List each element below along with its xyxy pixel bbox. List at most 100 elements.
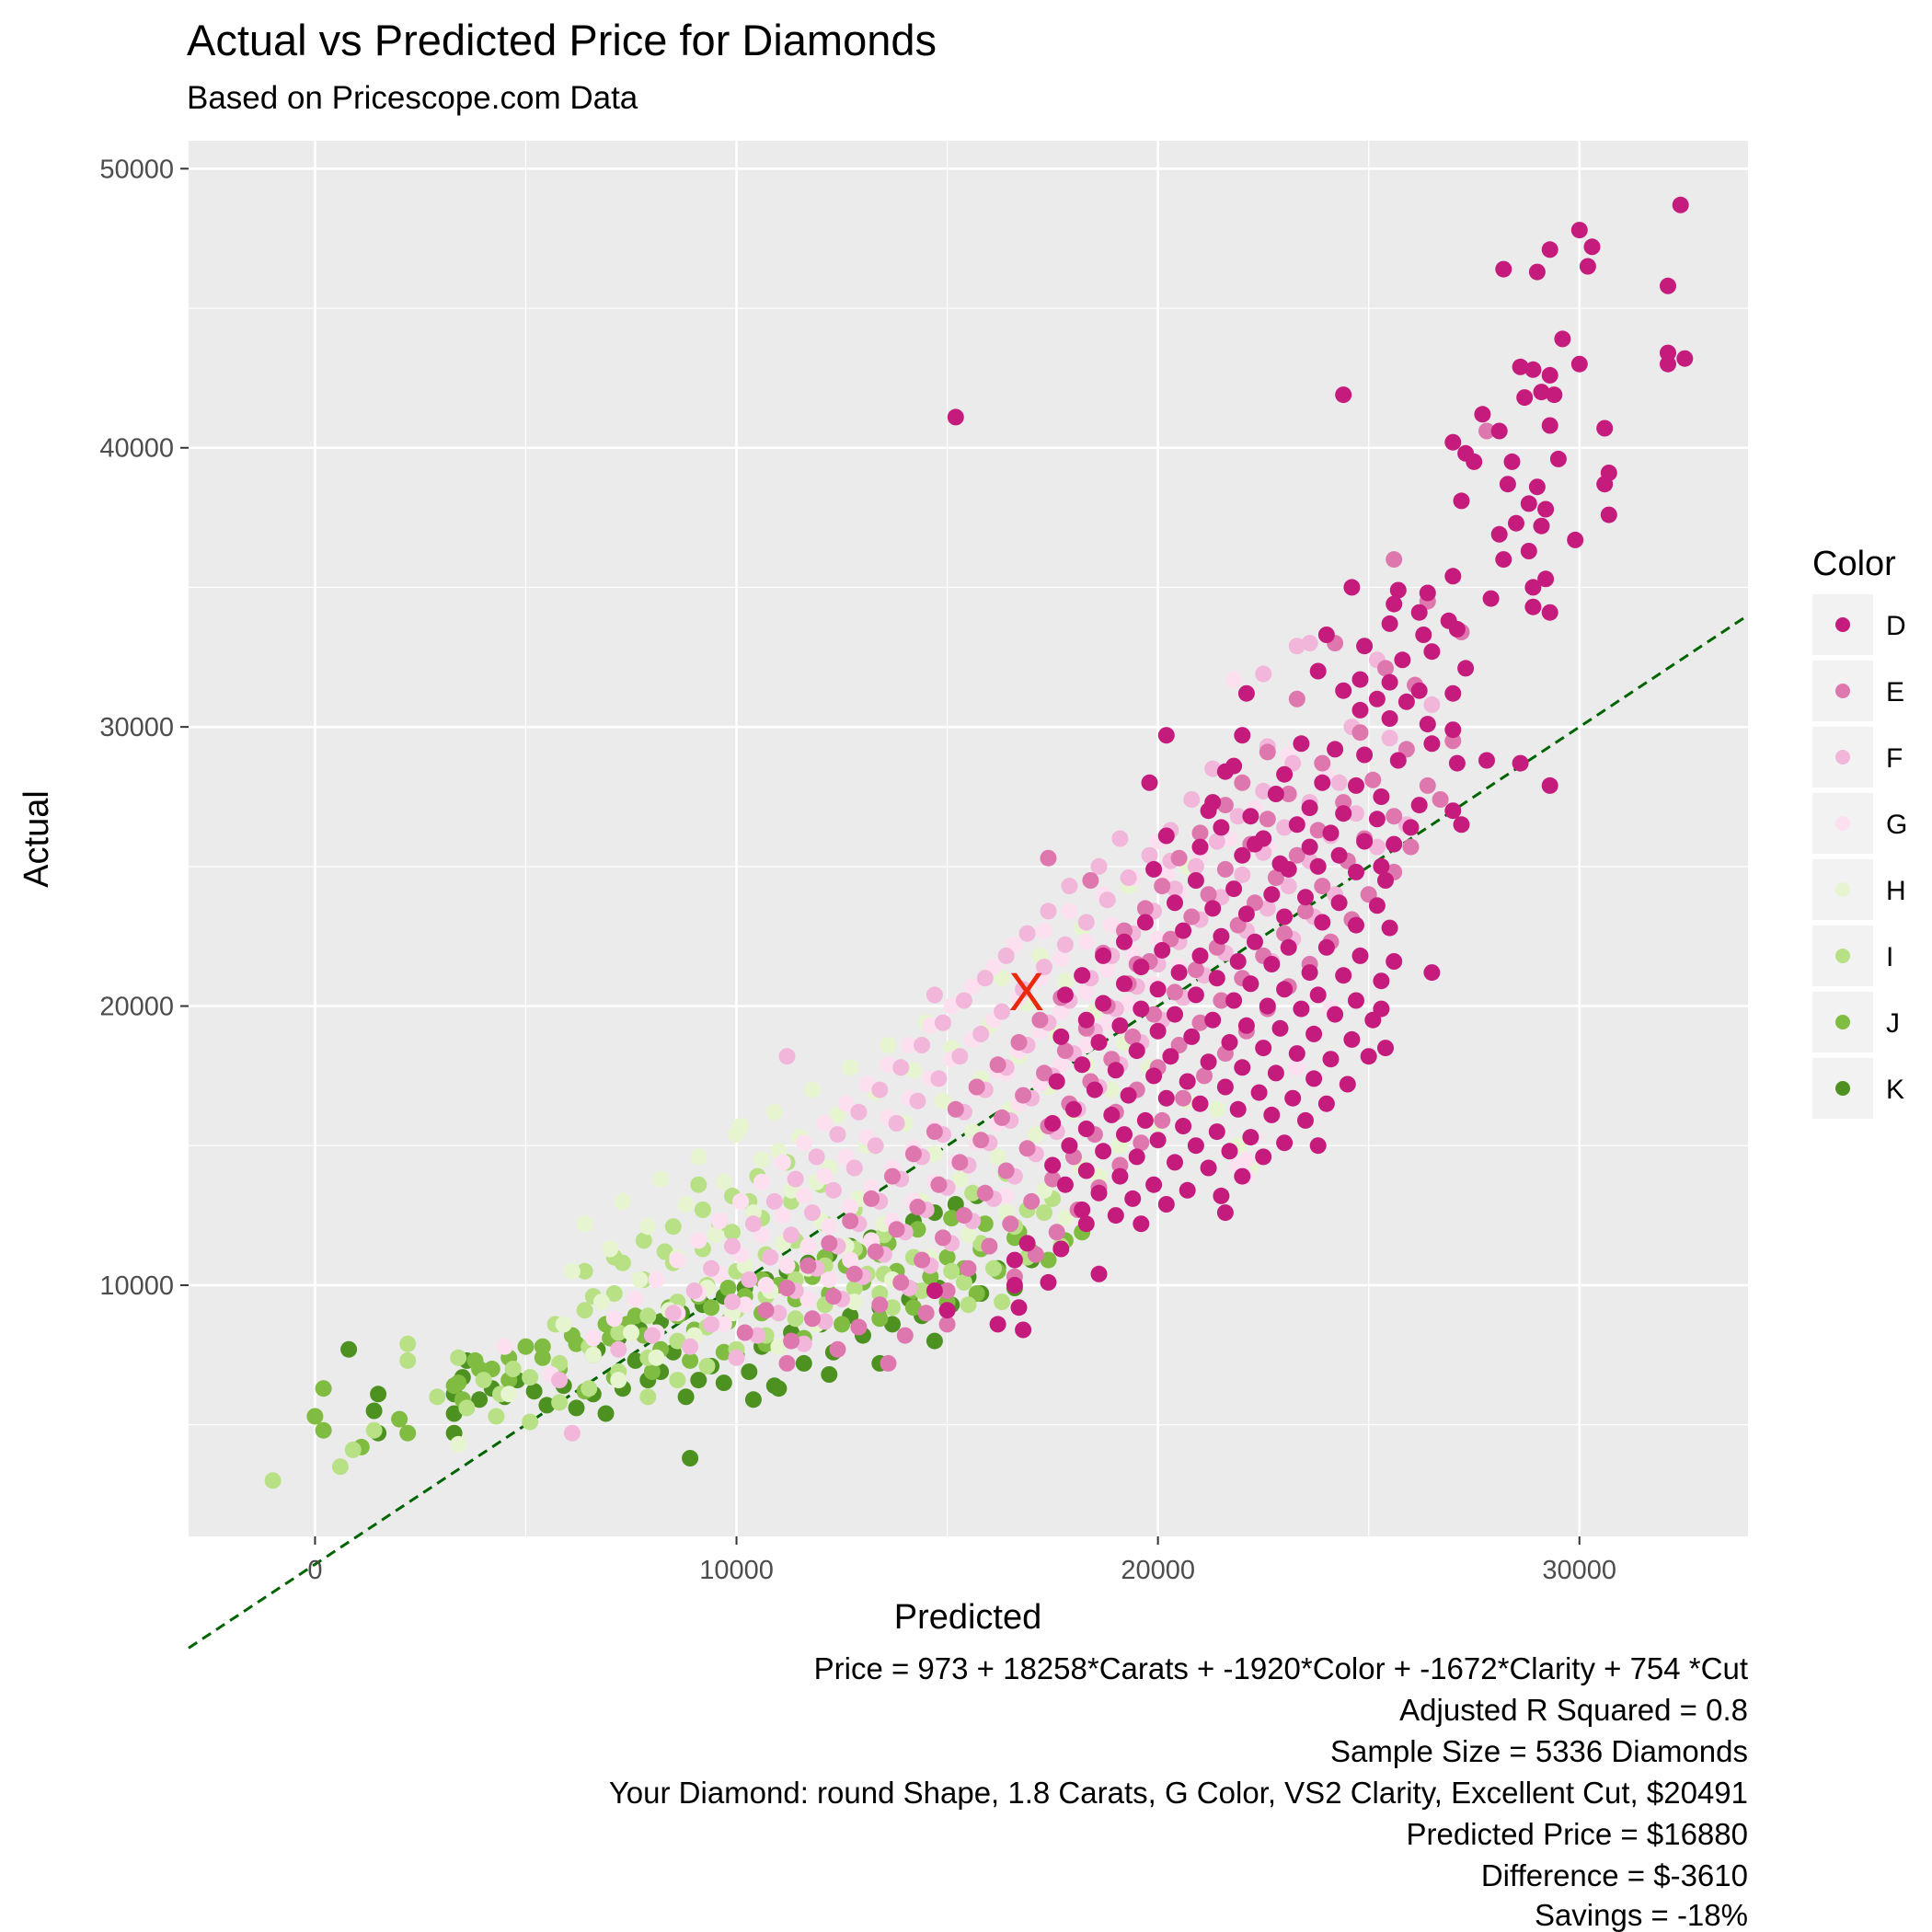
data-point-D xyxy=(1490,422,1508,440)
data-point-E xyxy=(1432,791,1449,808)
data-point-J xyxy=(643,1363,661,1380)
data-point-E xyxy=(968,1078,985,1096)
data-point-E xyxy=(1023,1192,1041,1210)
data-point-F xyxy=(914,1037,931,1053)
data-point-D xyxy=(1204,900,1222,917)
data-point-D xyxy=(1512,754,1529,772)
legend-swatch-H xyxy=(1835,882,1850,897)
data-point-G xyxy=(858,1075,876,1093)
data-point-I xyxy=(694,1202,711,1218)
y-axis-title: Actual xyxy=(17,790,56,888)
data-point-E xyxy=(1478,422,1495,440)
data-point-F xyxy=(783,1226,800,1244)
chart-title: Actual vs Predicted Price for Diamonds xyxy=(187,16,937,64)
data-point-D xyxy=(1284,1089,1302,1107)
data-point-G xyxy=(774,1154,791,1171)
data-point-F xyxy=(926,986,943,1004)
data-point-K xyxy=(677,1388,695,1406)
data-point-F xyxy=(867,1137,884,1155)
data-point-E xyxy=(1191,1014,1209,1031)
data-point-D xyxy=(1167,1006,1183,1023)
data-point-D xyxy=(1116,1126,1133,1144)
data-point-H xyxy=(1027,1126,1044,1144)
data-point-D xyxy=(1419,584,1436,602)
data-point-D xyxy=(1157,1196,1175,1213)
data-point-E xyxy=(981,1237,998,1255)
data-point-I xyxy=(399,1351,417,1369)
data-point-D xyxy=(1317,627,1335,643)
data-point-K xyxy=(770,1380,788,1397)
data-point-D xyxy=(1204,794,1222,811)
data-point-I xyxy=(581,1380,598,1397)
data-point-E xyxy=(1259,743,1276,761)
data-point-D xyxy=(1322,824,1340,842)
data-point-F xyxy=(1381,730,1398,747)
data-point-E xyxy=(892,1273,910,1291)
data-point-J xyxy=(715,1343,732,1361)
data-point-D xyxy=(1247,933,1263,950)
data-point-K xyxy=(568,1399,585,1417)
data-point-D xyxy=(1541,604,1558,621)
data-point-D xyxy=(1356,833,1374,850)
data-point-D xyxy=(1478,752,1495,769)
data-point-D xyxy=(1086,1081,1103,1098)
data-point-E xyxy=(917,1305,935,1322)
data-point-F xyxy=(1288,638,1305,655)
data-point-G xyxy=(1098,1014,1116,1031)
data-point-D xyxy=(1263,956,1281,972)
y-tick-label: 40000 xyxy=(99,434,174,464)
data-point-D xyxy=(1317,1095,1335,1112)
data-point-D xyxy=(926,1282,943,1299)
data-point-I xyxy=(365,1421,383,1439)
data-point-D xyxy=(1386,835,1403,853)
data-point-D xyxy=(1528,478,1546,496)
data-point-D xyxy=(1516,389,1534,407)
data-point-G xyxy=(837,1095,855,1112)
data-point-H xyxy=(880,1037,897,1053)
data-point-D xyxy=(1570,222,1588,239)
data-point-K xyxy=(795,1354,812,1372)
caption-formula: Price = 973 + 18258*Carats + -1920*Color… xyxy=(814,1651,1748,1685)
data-point-F xyxy=(1229,808,1247,825)
data-point-J xyxy=(909,1221,926,1238)
data-point-G xyxy=(774,1207,791,1225)
data-point-D xyxy=(1570,355,1588,373)
data-point-H xyxy=(631,1271,649,1288)
data-point-E xyxy=(1010,1034,1028,1051)
data-point-F xyxy=(808,1148,825,1166)
data-point-D xyxy=(1167,894,1183,912)
legend: Color D E F G H I J K xyxy=(1812,545,1907,1119)
data-point-J xyxy=(682,1351,699,1369)
data-point-D xyxy=(1187,872,1204,889)
x-axis-title: Predicted xyxy=(894,1598,1042,1637)
data-point-I xyxy=(914,1282,931,1299)
y-tick-label: 50000 xyxy=(99,155,174,184)
data-point-F xyxy=(909,1092,926,1110)
data-point-F xyxy=(1040,903,1057,920)
data-point-D xyxy=(1006,1276,1023,1294)
data-point-F xyxy=(1061,878,1078,895)
data-point-G xyxy=(1120,995,1137,1012)
data-point-F xyxy=(892,1059,910,1076)
data-point-K xyxy=(884,1316,901,1333)
data-point-F xyxy=(1187,857,1204,875)
data-point-E xyxy=(736,1324,753,1341)
data-point-D xyxy=(1255,1040,1272,1057)
data-point-G xyxy=(648,1271,665,1288)
data-point-G xyxy=(605,1310,623,1328)
data-point-I xyxy=(964,1184,982,1202)
data-point-D xyxy=(1052,1240,1070,1258)
data-point-D xyxy=(1423,735,1441,753)
data-point-J xyxy=(517,1338,535,1355)
data-point-D xyxy=(1327,741,1344,758)
data-point-F xyxy=(762,1248,779,1266)
data-point-K xyxy=(365,1402,383,1420)
data-point-E xyxy=(1216,860,1234,878)
data-point-F xyxy=(724,1237,741,1255)
data-point-D xyxy=(1377,872,1394,889)
data-point-H xyxy=(904,1062,922,1079)
data-point-D xyxy=(1276,908,1294,926)
data-point-D xyxy=(1048,1073,1065,1090)
data-point-J xyxy=(315,1380,332,1397)
data-point-H xyxy=(610,1372,627,1389)
